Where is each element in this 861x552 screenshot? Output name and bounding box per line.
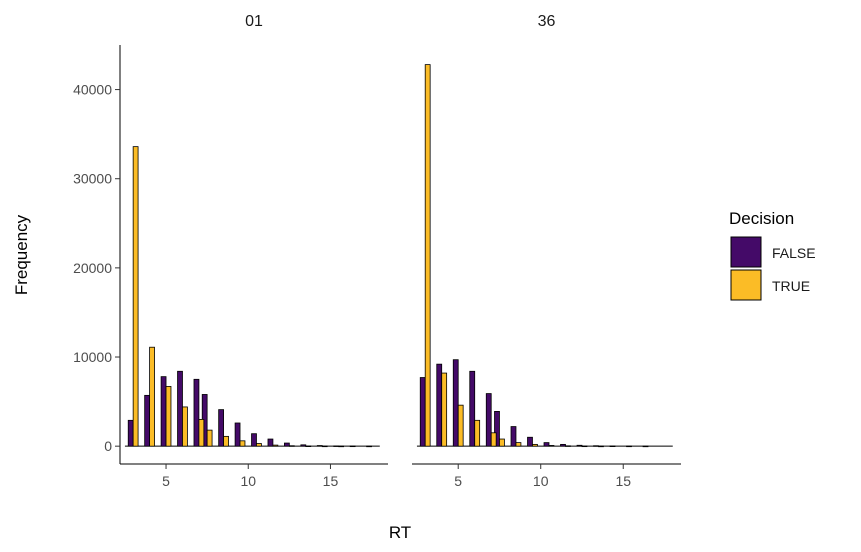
legend-label: TRUE [772, 278, 810, 294]
bar-true [490, 432, 497, 447]
legend-title: Decision [729, 209, 794, 228]
bar-false [144, 394, 150, 447]
bar-false [419, 377, 426, 447]
bar-true [223, 435, 229, 447]
legend: Decision FALSE TRUE [729, 209, 816, 301]
bar-false [452, 359, 459, 447]
bar-false [469, 370, 476, 447]
bar-false [576, 444, 583, 447]
legend-label: FALSE [772, 245, 816, 261]
bar-false [127, 419, 134, 447]
facet-panel-36: 36 5 10 15 [412, 13, 681, 489]
bar-true [198, 419, 205, 447]
bar-true [239, 440, 246, 447]
bar-true [338, 445, 345, 448]
bar-false [642, 445, 649, 448]
y-tick-label: 10000 [73, 349, 112, 365]
bar-true [165, 386, 172, 447]
x-axis-title: RT [389, 523, 411, 542]
bar-false [284, 442, 290, 447]
bar-false [251, 433, 257, 447]
bar-false [333, 445, 340, 447]
bar-false [234, 422, 241, 447]
bar-false [593, 445, 599, 447]
bar-true [474, 419, 481, 447]
bar-false [218, 409, 224, 447]
bar-false [609, 445, 616, 447]
bar-true [132, 146, 139, 447]
bar-false [485, 393, 492, 447]
legend-entry-true: TRUE [730, 269, 810, 301]
bar-true [272, 444, 279, 447]
x-tick-label: 10 [533, 473, 549, 489]
y-axis-title: Frequency [12, 214, 31, 295]
bar-true [305, 445, 312, 447]
y-tick-label: 40000 [73, 82, 112, 98]
bar-false [494, 411, 500, 447]
facet-panels: 01 5 10 15 0 10000 20000 30000 40000 36 5 10 15 [73, 13, 681, 489]
x-tick-label: 10 [240, 473, 256, 489]
legend-entry-false: FALSE [730, 236, 816, 268]
bar-true [149, 346, 155, 447]
bar-false [527, 436, 533, 447]
bar-true [515, 442, 522, 447]
bar-false [177, 370, 183, 447]
legend-swatch [730, 269, 762, 301]
bar-false [349, 445, 356, 448]
x-tick-label: 5 [454, 473, 462, 489]
legend-swatch [730, 236, 762, 268]
bar-false [560, 443, 566, 447]
bar-false [316, 445, 323, 447]
bar-true [499, 438, 505, 447]
bar-true [182, 406, 188, 447]
bar-true [532, 443, 538, 447]
bar-true [288, 445, 295, 447]
bar-false [626, 445, 632, 448]
x-tick-label: 15 [323, 473, 339, 489]
bar-false [543, 442, 550, 447]
bar-false [366, 445, 372, 448]
bar-false [510, 426, 517, 447]
facet-strip-label: 01 [245, 13, 263, 30]
x-tick-label: 15 [615, 473, 631, 489]
bar-false [300, 444, 307, 447]
bar-false [193, 378, 200, 447]
bar-false [436, 363, 443, 447]
bar-true [441, 372, 448, 447]
bar-true [565, 445, 571, 447]
bar-true [206, 429, 213, 447]
y-tick-label: 20000 [73, 260, 112, 276]
bar-true [457, 404, 464, 447]
bar-true [256, 443, 262, 447]
facet-strip-label: 36 [538, 13, 556, 30]
bar-true [321, 445, 328, 448]
facet-panel-01: 01 5 10 15 0 10000 20000 30000 40000 [73, 13, 388, 489]
y-tick-label: 0 [104, 438, 112, 454]
x-tick-label: 5 [162, 473, 170, 489]
bar-true [598, 445, 604, 448]
bar-true [424, 64, 431, 447]
bar-false [160, 376, 167, 447]
bar-true [581, 445, 588, 448]
bar-true [548, 445, 555, 447]
y-tick-label: 30000 [73, 171, 112, 187]
bar-false [267, 438, 274, 447]
